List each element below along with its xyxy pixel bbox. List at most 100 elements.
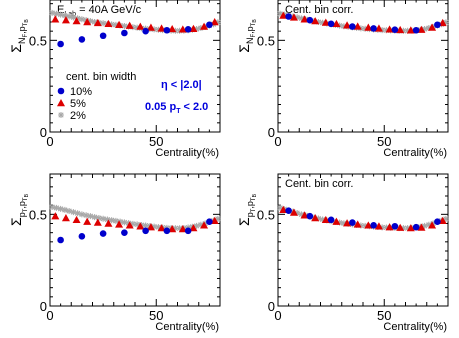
data-point [61, 214, 70, 222]
data-point [121, 219, 128, 226]
data-point [370, 25, 377, 32]
data-point [306, 212, 314, 220]
data-point [178, 25, 187, 33]
data-point [289, 13, 298, 21]
data-point [95, 215, 102, 221]
data-point [125, 21, 134, 29]
data-point [49, 204, 56, 210]
plot-frame [277, 173, 449, 307]
data-point [383, 224, 390, 231]
data-point [315, 19, 322, 25]
eta-cut-label: η < |2.0| [161, 79, 202, 91]
data-point [364, 23, 373, 31]
ticks [277, 174, 449, 307]
data-point [83, 18, 92, 26]
data-point [66, 208, 73, 215]
data-point [168, 24, 177, 33]
data-point [400, 225, 407, 232]
plot-frame [49, 173, 221, 307]
data-point [289, 208, 298, 216]
data-point [136, 222, 145, 230]
data-point [404, 225, 411, 232]
data-point [442, 215, 449, 222]
data-point [100, 215, 107, 222]
data-point [364, 221, 373, 229]
data-point [66, 13, 73, 20]
data-point [396, 25, 405, 34]
x-axis-label: Centrality(%) [155, 147, 219, 159]
data-point [99, 32, 107, 40]
data-point [193, 25, 200, 32]
legend-entry-label: 10% [70, 86, 92, 98]
legend-marker [57, 99, 65, 107]
data-point [442, 19, 449, 26]
data-points [49, 204, 221, 244]
data-point [142, 27, 149, 35]
data-point [83, 217, 92, 225]
data-point [332, 19, 341, 28]
data-point [189, 24, 198, 32]
data-point [210, 18, 219, 26]
data-point [125, 220, 132, 227]
x-axis-label: Centrality(%) [383, 147, 447, 159]
y-tick-label: 0.5 [29, 207, 47, 222]
data-point [189, 224, 198, 232]
x-tick-label: 50 [377, 134, 391, 149]
panel-bottom-right: 0 50 0 0.5 Centrality(%) ΣpT,pTB Cent. bin cor… [236, 173, 449, 333]
y-tick-label: 0 [40, 299, 47, 314]
data-point [91, 214, 98, 221]
data-point [412, 223, 420, 231]
series-10% [57, 218, 213, 244]
data-point [206, 21, 213, 29]
series-10% [57, 21, 213, 48]
x-tick-label: 0 [46, 308, 53, 323]
data-point [383, 27, 390, 34]
data-point [300, 15, 309, 23]
data-point [70, 209, 77, 216]
data-point [70, 14, 77, 21]
data-point [72, 17, 81, 25]
x-tick-label: 0 [46, 134, 53, 149]
data-point [104, 19, 113, 28]
data-point [319, 19, 326, 26]
data-point [157, 224, 166, 232]
data-point [87, 18, 94, 25]
data-point [277, 10, 284, 17]
data-point [385, 25, 394, 33]
data-point [193, 222, 200, 229]
data-points [277, 204, 449, 232]
data-point [51, 15, 60, 23]
data-point [300, 211, 309, 219]
data-point [200, 221, 209, 229]
y-axis-label: ΣNF,pTB [236, 19, 258, 53]
x-tick-label: 0 [274, 308, 281, 323]
data-point [74, 15, 81, 22]
data-point [379, 224, 386, 231]
data-point [129, 24, 136, 31]
data-point [51, 212, 60, 220]
series-10% [285, 207, 441, 231]
data-point [108, 217, 115, 224]
x-axis-label: Centrality(%) [383, 321, 447, 333]
x-tick-label: 50 [149, 308, 163, 323]
legend-marker [57, 87, 65, 95]
data-point [374, 24, 383, 32]
data-point [332, 217, 341, 225]
data-point [353, 220, 362, 228]
y-tick-label: 0 [268, 299, 275, 314]
data-point [343, 219, 352, 227]
data-point [417, 25, 426, 33]
data-point [53, 204, 60, 211]
legend: cent. bin width 10%5%2% [57, 71, 136, 122]
y-axis-label: ΣpT,pTB [236, 193, 258, 226]
data-point [298, 211, 305, 218]
data-point [336, 219, 343, 226]
data-point [87, 213, 94, 220]
data-point [136, 22, 145, 30]
data-point [428, 23, 437, 31]
data-point [425, 221, 432, 228]
data-point [155, 26, 162, 33]
data-point [319, 216, 326, 223]
data-point [279, 205, 288, 213]
data-point [406, 26, 415, 34]
